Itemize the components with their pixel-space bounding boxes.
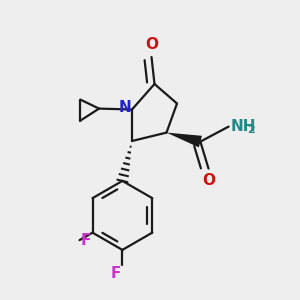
Polygon shape — [167, 133, 202, 147]
Text: NH: NH — [231, 119, 256, 134]
Text: F: F — [81, 233, 92, 248]
Text: O: O — [145, 38, 158, 52]
Text: O: O — [202, 173, 215, 188]
Text: 2: 2 — [248, 125, 255, 135]
Text: F: F — [110, 266, 121, 281]
Text: N: N — [119, 100, 132, 116]
